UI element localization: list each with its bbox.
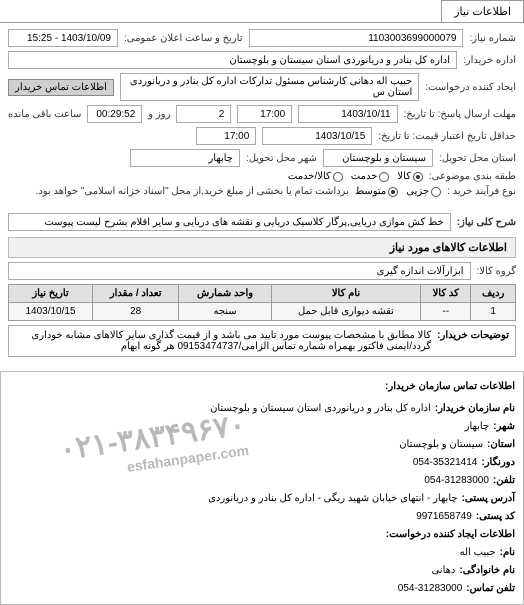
- address-v: چابهار - انتهای خیابان شهید ریگی - اداره…: [208, 490, 457, 508]
- phone-v: 054-31283000: [424, 472, 489, 490]
- table-row: 1 -- نقشه دیواری قابل حمل سنجه 28 1403/1…: [9, 303, 516, 321]
- col-qty: تعداد / مقدار: [93, 285, 179, 303]
- send-deadline-time: 17:00: [237, 105, 292, 123]
- delivery-state-label: استان محل تحویل:: [439, 153, 516, 164]
- group-field: ابزارآلات اندازه گیری: [8, 262, 471, 280]
- prefix-k: دورنگار:: [481, 454, 515, 472]
- radio-medium[interactable]: متوسط: [355, 186, 398, 197]
- name-v: حبیب اله: [460, 544, 496, 562]
- contact-section: اطلاعات تماس سازمان خریدار: نام سازمان خ…: [0, 371, 524, 605]
- col-name: نام کالا: [271, 285, 420, 303]
- province-k: استان:: [487, 436, 515, 454]
- cell-date: 1403/10/15: [9, 303, 93, 321]
- buyer-contact-button[interactable]: اطلاعات تماس خریدار: [8, 79, 114, 96]
- need-title: خط کش موازی دریایی,پرگار کلاسیک دریایی و…: [8, 213, 451, 231]
- delivery-state: سیستان و بلوچستان: [323, 149, 433, 167]
- req-no-field: 1103003699000079: [249, 29, 464, 47]
- size-label: نوع فرآیند خرید :: [447, 186, 516, 197]
- address-k: آدرس پستی:: [462, 490, 515, 508]
- radio-dot-icon: [333, 172, 343, 182]
- buyer-field: اداره کل بنادر و دریانوردی استان سیستان …: [8, 51, 457, 69]
- days-left: 2: [176, 105, 231, 123]
- valid-until-date: 1403/10/15: [262, 127, 372, 145]
- cell-qty: 28: [93, 303, 179, 321]
- cell-code: --: [421, 303, 471, 321]
- radio-dot-icon: [388, 187, 398, 197]
- send-deadline-label: مهلت ارسال پاسخ: تا تاریخ:: [404, 109, 516, 120]
- valid-until-label: حداقل تاریخ اعتبار قیمت: تا تاریخ:: [378, 131, 516, 142]
- requester-field: حبیب اله دهانی کارشناس مسئول تدارکات ادا…: [120, 73, 419, 101]
- pub-date-field: 1403/10/09 - 15:25: [8, 29, 118, 47]
- valid-until-time: 17:00: [196, 127, 256, 145]
- org-label: نام سازمان خریدار:: [435, 400, 515, 418]
- radio-service[interactable]: خدمت: [351, 171, 390, 182]
- header-section: شماره نیاز: 1103003699000079 تاریخ و ساع…: [0, 23, 524, 207]
- org-value: اداره کل بنادر و دریانوردی استان سیستان …: [210, 400, 431, 418]
- radio-dot-icon: [431, 187, 441, 197]
- family-k: نام خانوادگی:: [459, 562, 515, 580]
- col-date: تاریخ نیاز: [9, 285, 93, 303]
- radio-small[interactable]: جزیی: [406, 186, 441, 197]
- need-section: شرح کلی نیاز: خط کش موازی دریایی,پرگار ک…: [0, 207, 524, 363]
- prefix-v: 054-35321414: [413, 454, 478, 472]
- phone-k: تلفن:: [493, 472, 515, 490]
- goods-table: ردیف کد کالا نام کالا واحد شمارش تعداد /…: [8, 284, 516, 321]
- table-header-row: ردیف کد کالا نام کالا واحد شمارش تعداد /…: [9, 285, 516, 303]
- group-label: گروه کالا:: [477, 266, 516, 277]
- cell-unit: سنجه: [179, 303, 272, 321]
- requester-label: ایجاد کننده درخواست:: [425, 82, 516, 93]
- priority-label: طبقه بندی موضوعی:: [429, 171, 516, 182]
- radio-goods[interactable]: کالا: [397, 171, 423, 182]
- city-v: چابهار: [465, 418, 490, 436]
- req-no-label: شماره نیاز:: [469, 33, 516, 44]
- radio-dot-icon: [413, 172, 423, 182]
- cell-row: 1: [471, 303, 516, 321]
- buyer-label: اداره خریدار:: [463, 55, 516, 66]
- family-v: دهانی: [431, 562, 455, 580]
- size-radio-group: جزیی متوسط: [355, 186, 441, 197]
- city-k: شهر:: [493, 418, 515, 436]
- col-row: ردیف: [471, 285, 516, 303]
- tel-v: 054-31283000: [398, 580, 463, 598]
- delivery-city-label: شهر محل تحویل:: [246, 153, 317, 164]
- col-unit: واحد شمارش: [179, 285, 272, 303]
- cell-name: نقشه دیواری قابل حمل: [271, 303, 420, 321]
- radio-dot-icon: [379, 172, 389, 182]
- buyer-note-text: کالا مطابق با مشخصات پیوست مورد تایید می…: [15, 330, 431, 352]
- need-title-label: شرح کلی نیاز:: [457, 217, 516, 228]
- tab-info[interactable]: اطلاعات نیاز: [441, 0, 524, 22]
- time-left: 00:29:52: [87, 105, 142, 123]
- col-code: کد کالا: [421, 285, 471, 303]
- send-deadline-date: 1403/10/11: [298, 105, 397, 123]
- creator-k: اطلاعات ایجاد کننده درخواست:: [386, 526, 515, 544]
- contact-header: اطلاعات تماس سازمان خریدار:: [9, 378, 515, 396]
- priority-radio-group: کالا خدمت کالا/خدمت: [288, 171, 423, 182]
- buyer-note-label: توضیحات خریدار:: [437, 330, 509, 352]
- tab-bar: اطلاعات نیاز: [0, 0, 524, 23]
- buyer-note-box: توضیحات خریدار: کالا مطابق با مشخصات پیو…: [8, 325, 516, 357]
- postal-k: کد پستی:: [476, 508, 515, 526]
- name-k: نام:: [500, 544, 515, 562]
- size-note: برداشت تمام یا بخشی از مبلغ خرید,از محل …: [36, 186, 349, 197]
- delivery-city: چابهار: [130, 149, 240, 167]
- radio-goods-service[interactable]: کالا/خدمت: [288, 171, 343, 182]
- postal-v: 9971658749: [416, 508, 472, 526]
- goods-section-title: اطلاعات کالاهای مورد نیاز: [8, 237, 516, 258]
- time-left-label: ساعت باقی مانده: [8, 109, 81, 120]
- pub-date-label: تاریخ و ساعت اعلان عمومی:: [124, 33, 243, 44]
- days-left-label: روز و: [148, 109, 170, 120]
- province-v: سیستان و بلوچستان: [399, 436, 483, 454]
- tel-k: تلفن تماس:: [466, 580, 515, 598]
